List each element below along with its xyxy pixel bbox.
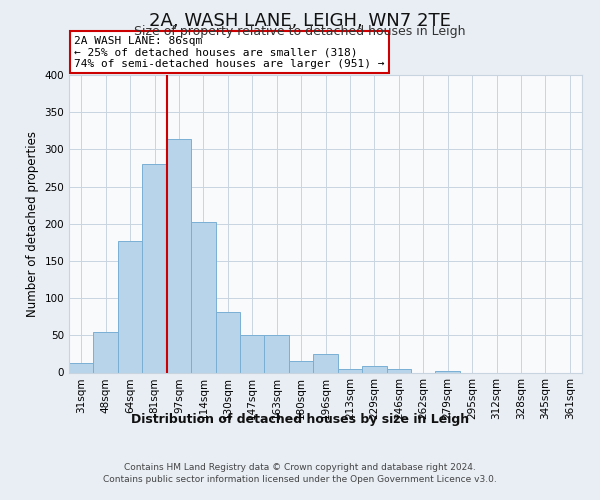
Text: 2A WASH LANE: 86sqm
← 25% of detached houses are smaller (318)
74% of semi-detac: 2A WASH LANE: 86sqm ← 25% of detached ho… — [74, 36, 385, 69]
Bar — [191, 222, 215, 372]
Text: Distribution of detached houses by size in Leigh: Distribution of detached houses by size … — [131, 412, 469, 426]
Bar — [265, 334, 289, 372]
Bar — [289, 360, 313, 372]
Bar — [69, 363, 94, 372]
Bar — [215, 312, 240, 372]
Bar — [94, 332, 118, 372]
Text: Size of property relative to detached houses in Leigh: Size of property relative to detached ho… — [134, 25, 466, 38]
Bar — [436, 371, 460, 372]
Bar — [118, 241, 142, 372]
Bar — [240, 334, 265, 372]
Bar — [167, 139, 191, 372]
Bar — [338, 369, 362, 372]
Text: 2A, WASH LANE, LEIGH, WN7 2TE: 2A, WASH LANE, LEIGH, WN7 2TE — [149, 12, 451, 30]
Bar — [386, 369, 411, 372]
Bar — [362, 366, 386, 372]
Bar — [313, 354, 338, 372]
Y-axis label: Number of detached properties: Number of detached properties — [26, 130, 39, 317]
Text: Contains HM Land Registry data © Crown copyright and database right 2024.: Contains HM Land Registry data © Crown c… — [124, 462, 476, 471]
Text: Contains public sector information licensed under the Open Government Licence v3: Contains public sector information licen… — [103, 475, 497, 484]
Bar — [142, 164, 167, 372]
